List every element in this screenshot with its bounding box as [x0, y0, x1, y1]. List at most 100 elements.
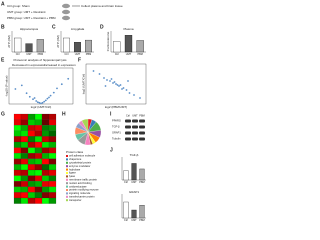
bar [124, 35, 133, 53]
panel-label: J [110, 147, 113, 153]
heat-cell [13, 147, 22, 154]
x-tick-label: UMT [131, 219, 137, 222]
legend-label: transfer/carrier protein [69, 194, 95, 198]
bar [14, 37, 22, 53]
point [28, 95, 31, 98]
heat-cell [13, 169, 22, 176]
legend-swatch [66, 185, 68, 188]
blot-label: Tubulin [112, 137, 121, 141]
heat-cell [13, 113, 22, 120]
heat-cell [41, 125, 50, 131]
point [38, 101, 41, 104]
bar [85, 39, 92, 53]
legend-label: ligase [69, 171, 76, 175]
x-tick-label: Ctrl [115, 53, 119, 56]
heat-cell [34, 169, 43, 176]
heat-cell [20, 169, 29, 176]
heat-cell [13, 130, 22, 137]
blot-band [125, 119, 131, 123]
y-label: ATP (nM) [56, 35, 60, 48]
chart-title: Amygdala [71, 27, 85, 31]
design-line: UMT group: UMT + Restraint [7, 10, 46, 14]
bar [36, 39, 44, 53]
bar [136, 40, 144, 53]
x-tick-label: PBM [86, 53, 91, 56]
bar [63, 37, 70, 53]
bar [113, 41, 121, 53]
x-tick-label: Ctrl [124, 219, 128, 222]
legend-label: protein modifying enzyme [69, 188, 99, 192]
point [44, 99, 47, 102]
legend-swatch [66, 158, 68, 161]
panel-label: H [62, 111, 66, 117]
heat-cell [13, 197, 22, 204]
chart-title: Hippocampus [20, 27, 39, 31]
panel-label: E [1, 57, 5, 63]
legend-label: cytoskeletal protein [69, 160, 92, 164]
heat-cell [34, 181, 43, 187]
heat-cell [34, 192, 43, 199]
x-tick-label: Ctrl [124, 181, 128, 184]
heat-cell [48, 197, 57, 204]
heat-cell [27, 119, 36, 126]
heat-cell [13, 125, 22, 131]
x-tick-label: UMT [75, 53, 81, 56]
heat-cell [27, 197, 36, 204]
legend-swatch [66, 178, 68, 181]
bar [131, 163, 137, 181]
y-label: log2 (UMT/Ctrl) [81, 74, 85, 95]
heat-cell [20, 175, 29, 182]
x-label: log2 (UMT/Ctrl) [31, 105, 52, 109]
chart-title: TGF-β [130, 153, 139, 157]
heat-cell [20, 186, 29, 193]
blot-band [139, 125, 145, 129]
pie-slice [81, 118, 89, 133]
bar [25, 43, 33, 53]
legend-label: membrane traffic protein [69, 177, 98, 181]
point [119, 84, 122, 86]
heat-cell [41, 141, 50, 148]
heat-cell [41, 130, 50, 137]
figure: A B C D E F G H I J Ctrl group: Sham UMT group: UMT… [0, 0, 150, 226]
heat-cell [41, 186, 50, 193]
heat-cell [48, 147, 57, 154]
lane-label: PBM [139, 115, 144, 118]
heat-cell [13, 136, 22, 143]
heat-cell [34, 186, 43, 193]
heat-cell [27, 147, 36, 154]
legend-swatch [66, 172, 68, 174]
heat-cell [27, 192, 36, 199]
lane-label: UMT [132, 115, 138, 118]
heat-cell [48, 169, 57, 176]
heat-cell [34, 175, 43, 182]
heat-cell [34, 125, 43, 131]
heat-cell [48, 164, 57, 171]
mouse-icon [62, 3, 70, 9]
heat-cell [41, 175, 50, 182]
heat-cell [48, 175, 57, 182]
blot-band [139, 131, 145, 135]
legend-swatch [66, 192, 68, 195]
heat-cell [48, 153, 57, 159]
heat-cell [34, 153, 43, 159]
point [60, 83, 63, 86]
heat-cell [48, 186, 57, 193]
legend-swatch [66, 175, 68, 178]
point [35, 100, 38, 102]
panel-label: I [110, 111, 112, 117]
panel-label: F [78, 57, 81, 63]
heat-cell [27, 158, 36, 165]
point [127, 80, 129, 82]
annotation: Increased in expression [44, 63, 76, 67]
annotation: Decreased in expression [12, 63, 45, 67]
bar [139, 205, 145, 219]
heat-cell [34, 147, 43, 154]
heat-cell [48, 192, 57, 199]
point [118, 85, 120, 87]
bar [123, 170, 129, 181]
point [49, 94, 52, 97]
point [133, 94, 135, 96]
heat-cell [20, 119, 29, 126]
legend-label: cell adhesion molecule [69, 154, 96, 158]
legend-label: chaperone [69, 157, 82, 161]
